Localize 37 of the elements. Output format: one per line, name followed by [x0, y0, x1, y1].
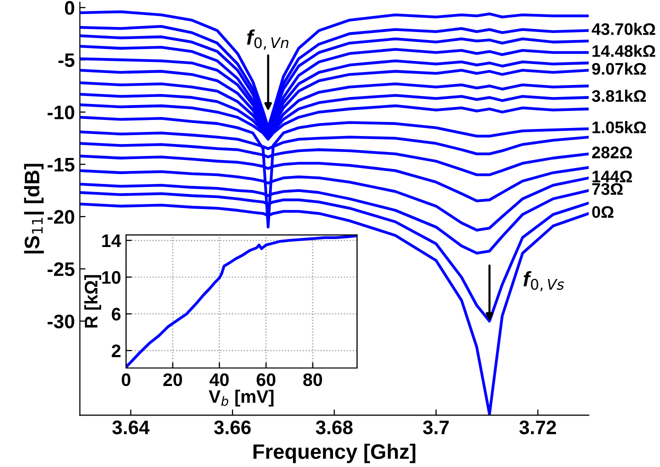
x-tick-label: 60: [256, 373, 276, 386]
series-label: 1.05kΩ: [592, 121, 646, 134]
annotation: f$_{0,Vs}$: [524, 271, 564, 292]
y-tick-label: 10: [102, 271, 120, 284]
y-axis-title: R [kΩ]: [84, 275, 102, 328]
series-label: 3.81kΩ: [592, 90, 646, 102]
x-tick-label: 80: [303, 373, 322, 386]
x-axis-title: V$_{b}$ [mV]: [208, 390, 274, 407]
y-tick-label: 14: [102, 234, 122, 247]
line-series: [126, 234, 358, 368]
y-tick-label: 2: [112, 344, 120, 358]
y-tick-label: -25: [48, 262, 74, 276]
series-label: 0Ω: [592, 206, 614, 218]
x-tick-label: 3.7: [422, 420, 449, 434]
x-axis-title: Frequency [Ghz]: [254, 444, 416, 464]
y-axis-title: |S$_{11}$| [dB]: [24, 164, 44, 254]
series-label: 9.07kΩ: [592, 62, 646, 75]
x-tick-label: 40: [210, 373, 229, 386]
series-label: 14.48kΩ: [592, 44, 656, 57]
series-label: 43.70kΩ: [592, 22, 656, 36]
y-tick-label: -10: [48, 106, 74, 120]
y-tick-label: -30: [48, 314, 74, 328]
y-tick-label: -20: [48, 210, 74, 224]
annotation: f$_{0,Vn}$: [247, 30, 288, 50]
x-tick-label: 3.72: [519, 420, 556, 434]
series-label: 144Ω: [592, 170, 632, 182]
x-tick-label: 3.66: [214, 420, 251, 434]
y-tick-label: 6: [112, 308, 121, 321]
x-tick-label: 0: [122, 373, 130, 386]
series-label: 282Ω: [592, 146, 632, 158]
x-tick-label: 20: [163, 373, 182, 386]
y-tick-label: -5: [58, 53, 74, 68]
x-tick-label: 3.68: [316, 420, 353, 434]
y-tick-label: -15: [48, 158, 74, 172]
y-tick-label: 0: [64, 1, 74, 15]
x-tick-label: 3.64: [112, 420, 150, 434]
series-label: 73Ω: [592, 183, 623, 195]
